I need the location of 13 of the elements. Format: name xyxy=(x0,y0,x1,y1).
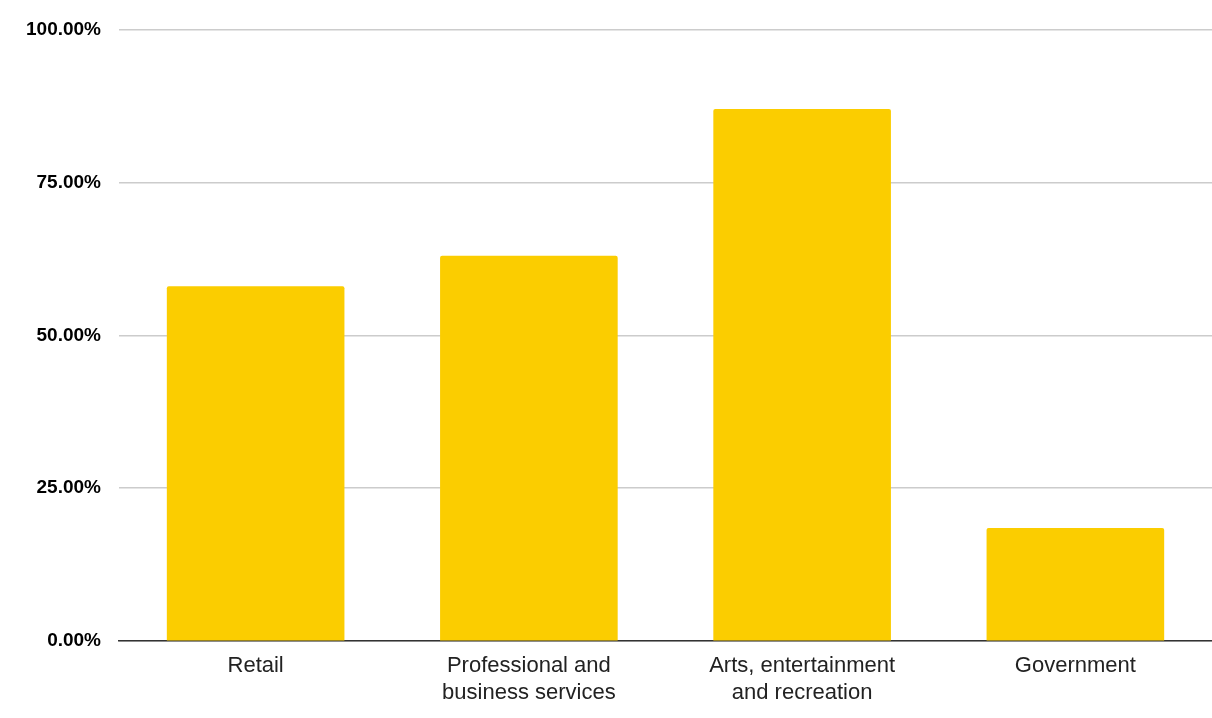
bar xyxy=(440,255,618,641)
x-tick-label: Retail xyxy=(227,652,284,678)
bar xyxy=(166,286,345,641)
x-tick-label: Professional and business services xyxy=(442,652,616,704)
y-tick-label: 25.00% xyxy=(36,476,102,498)
bar xyxy=(713,108,891,641)
y-tick-label: 0.00% xyxy=(47,629,102,651)
y-tick-label: 100.00% xyxy=(25,17,102,39)
bar xyxy=(986,528,1165,641)
x-tick-label: Arts, entertainment and recreation xyxy=(709,652,896,704)
x-tick-label: Government xyxy=(1014,652,1136,678)
y-tick-label: 75.00% xyxy=(36,170,102,192)
y-tick-label: 50.00% xyxy=(36,323,102,345)
